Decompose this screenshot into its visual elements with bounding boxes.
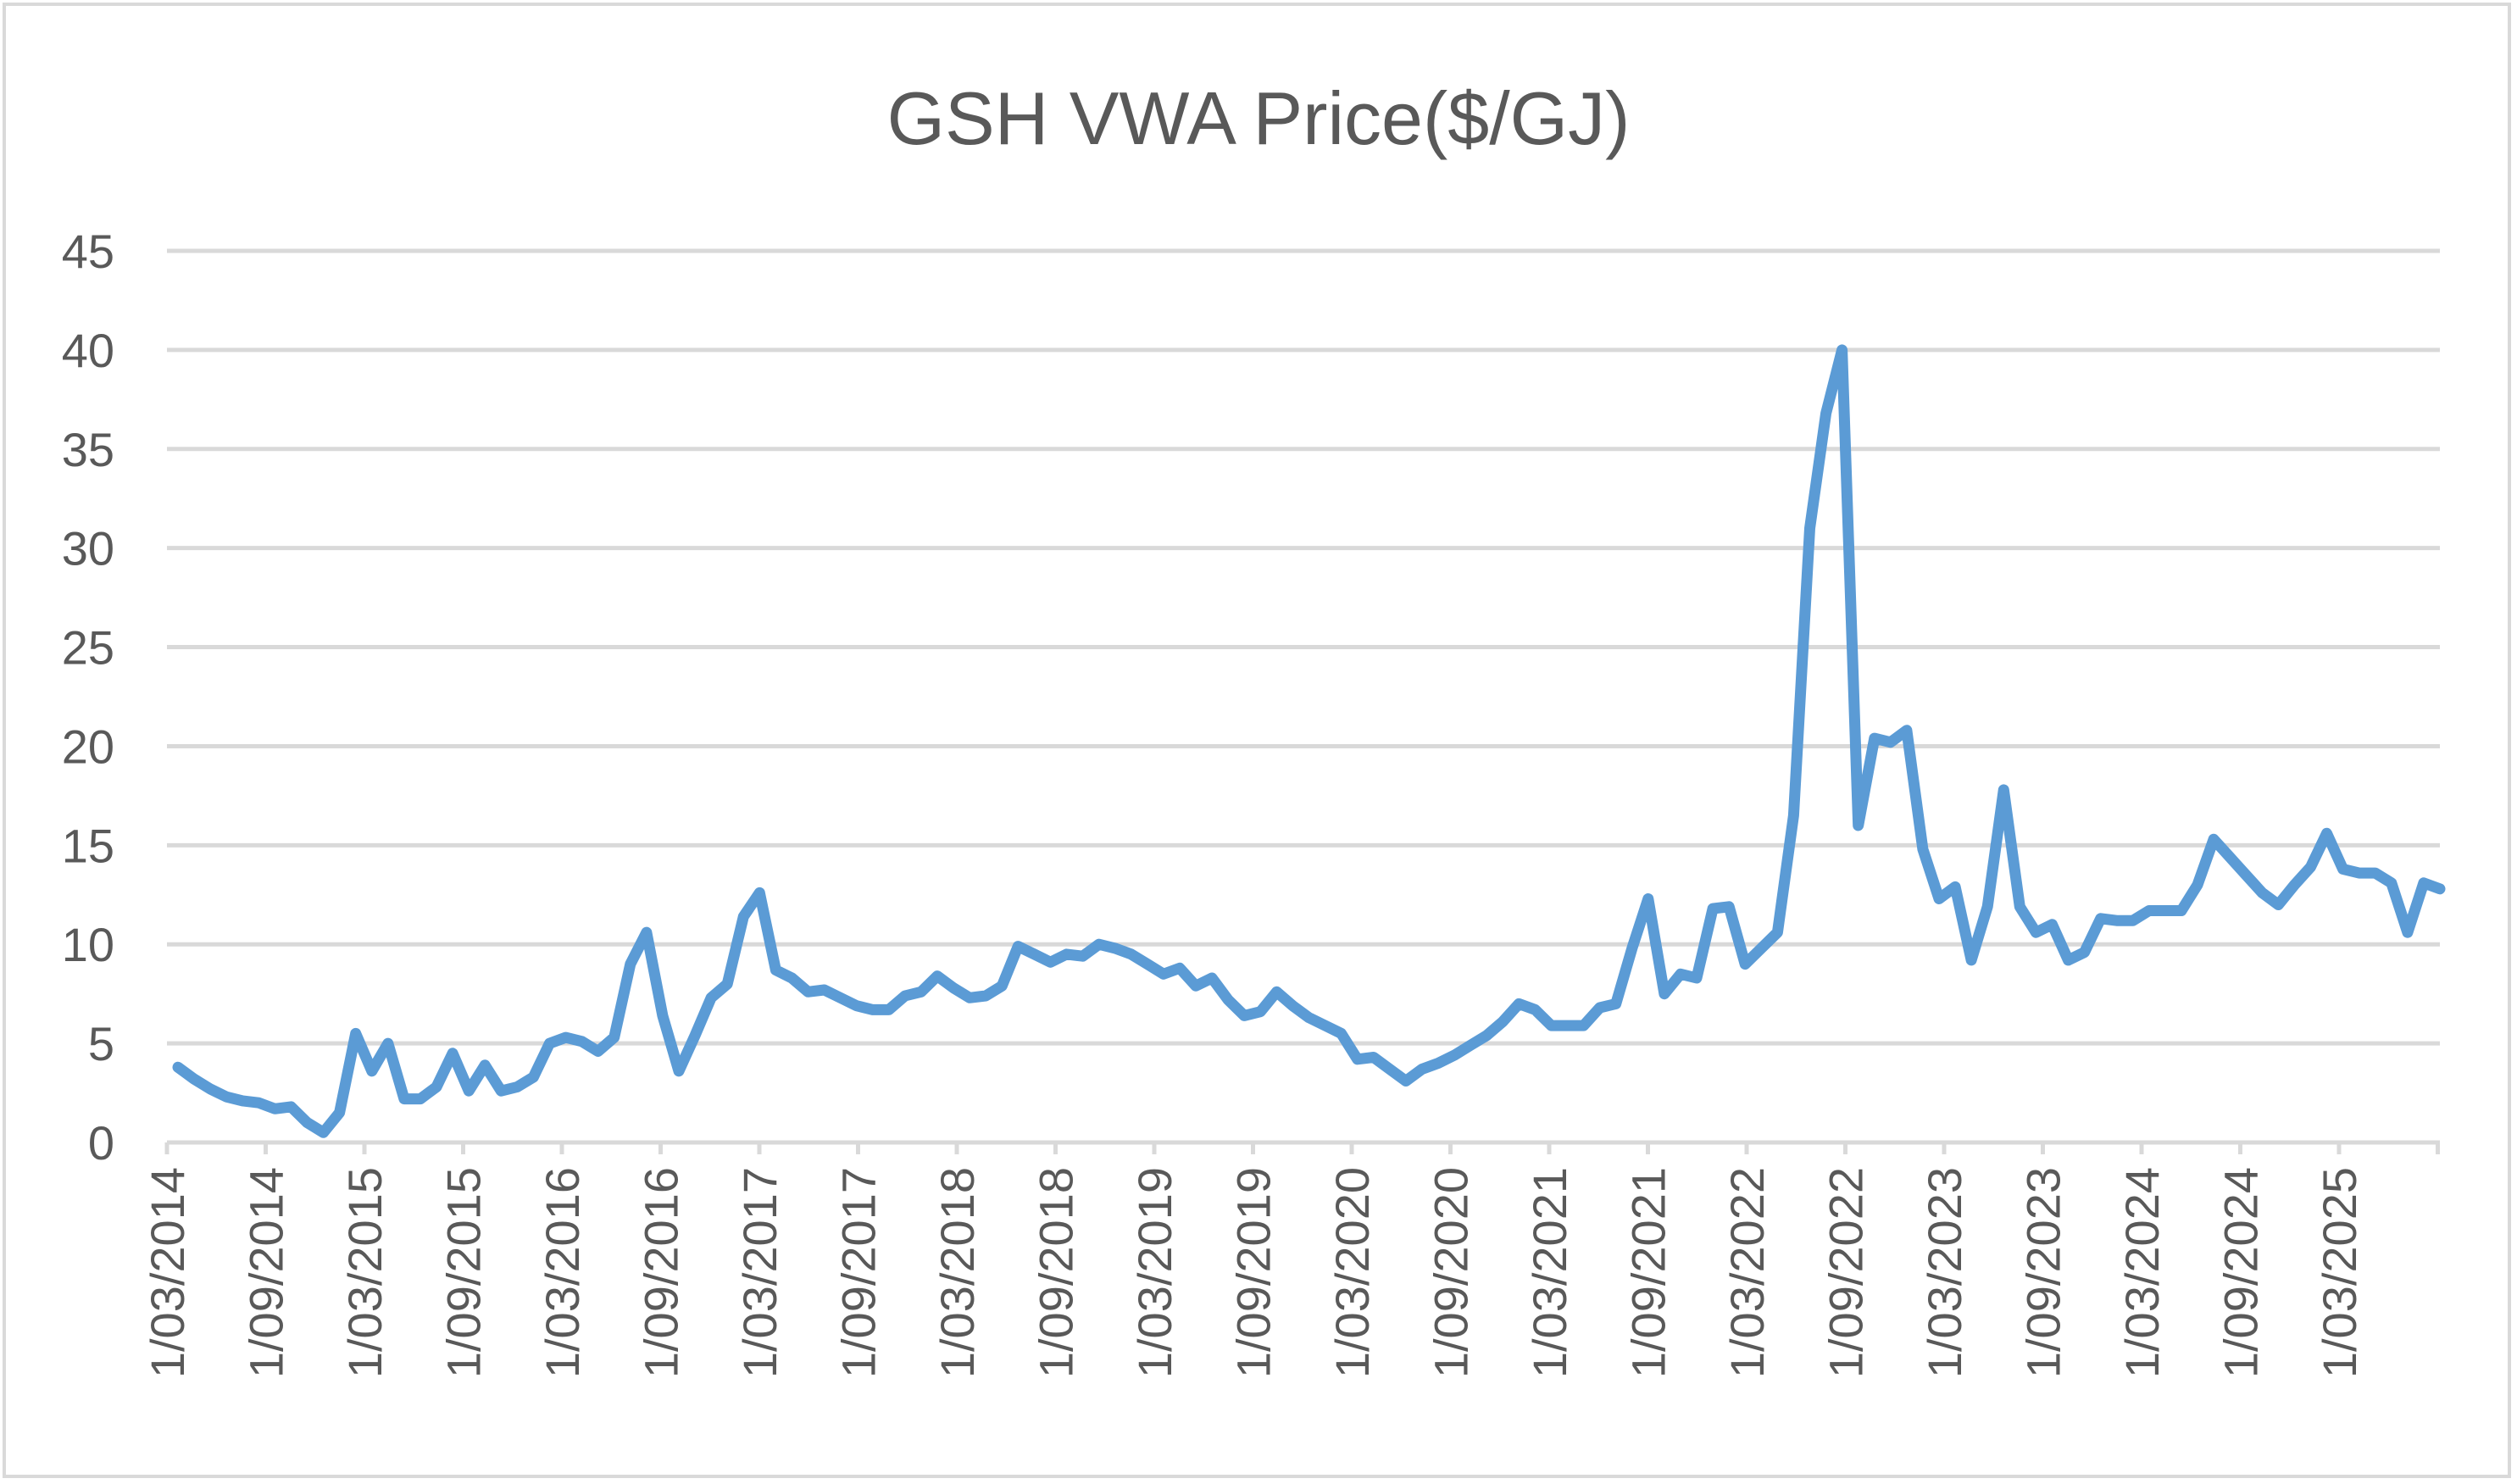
chart-title: GSH VWA Price($/GJ) (887, 76, 1631, 160)
x-tick-label: 1/03/2020 (1325, 1167, 1379, 1378)
x-tick-label: 1/03/2014 (141, 1167, 194, 1378)
y-tick-label: 10 (62, 918, 114, 971)
chart-frame: GSH VWA Price($/GJ) 0 5 10 15 20 25 30 35 40 45 1… (3, 3, 2511, 1478)
y-tick-label: 40 (62, 324, 114, 377)
x-tick-label: 1/09/2024 (2214, 1167, 2268, 1378)
x-tick-label: 1/09/2021 (1622, 1167, 1675, 1378)
y-tick-label: 20 (62, 720, 114, 773)
x-axis-ticks: 1/03/2014 1/09/2014 1/03/2015 1/09/2015 1/03… (141, 1142, 2440, 1378)
x-tick-label: 1/09/2016 (635, 1167, 688, 1378)
x-tick-label: 1/03/2024 (2115, 1167, 2169, 1378)
y-tick-label: 25 (62, 621, 114, 675)
x-tick-label: 1/09/2023 (2017, 1167, 2070, 1378)
x-tick-label: 1/09/2014 (240, 1167, 293, 1378)
series-line (172, 344, 2446, 1138)
x-tick-label: 1/09/2019 (1227, 1167, 1281, 1378)
x-tick-label: 1/03/2023 (1918, 1167, 1971, 1378)
x-tick-label: 1/03/2021 (1523, 1167, 1576, 1378)
x-tick-label: 1/09/2017 (832, 1167, 886, 1378)
gridlines (167, 248, 2440, 1046)
y-tick-label: 5 (88, 1017, 114, 1070)
y-tick-label: 35 (62, 423, 114, 476)
y-tick-label: 30 (62, 522, 114, 575)
y-tick-label: 45 (62, 225, 114, 278)
x-tick-label: 1/09/2022 (1820, 1167, 1873, 1378)
x-tick-label: 1/09/2015 (437, 1167, 491, 1378)
x-tick-label: 1/03/2018 (931, 1167, 984, 1378)
chart-svg: GSH VWA Price($/GJ) 0 5 10 15 20 25 30 35 40 45 1… (62, 76, 2446, 1378)
x-tick-label: 1/03/2017 (733, 1167, 786, 1378)
y-tick-label: 15 (62, 819, 114, 872)
y-tick-label: 0 (88, 1116, 114, 1170)
x-tick-label: 1/09/2020 (1425, 1167, 1478, 1378)
x-tick-label: 1/03/2015 (338, 1167, 392, 1378)
x-tick-label: 1/09/2018 (1030, 1167, 1083, 1378)
y-axis-ticks: 0 5 10 15 20 25 30 35 40 45 (62, 225, 114, 1170)
x-tick-label: 1/03/2025 (2313, 1167, 2366, 1378)
x-tick-label: 1/03/2019 (1128, 1167, 1181, 1378)
x-tick-label: 1/03/2016 (536, 1167, 589, 1378)
x-tick-label: 1/03/2022 (1720, 1167, 1774, 1378)
series-layer (172, 344, 2446, 1138)
